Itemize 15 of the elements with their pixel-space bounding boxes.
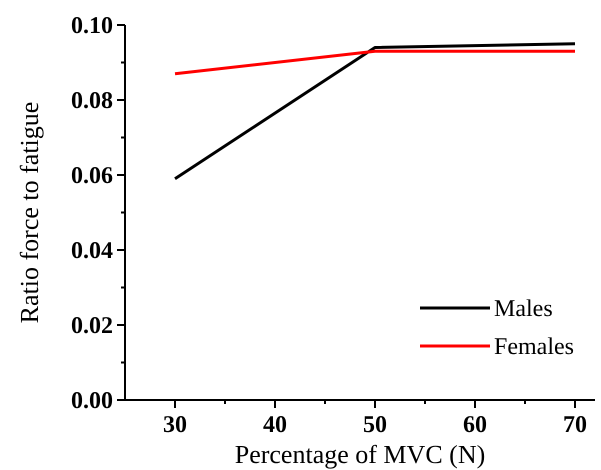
x-tick-label: 60 — [463, 412, 487, 438]
y-tick-label: 0.04 — [71, 238, 113, 264]
y-tick-label: 0.06 — [71, 163, 113, 189]
x-tick-label: 30 — [163, 412, 187, 438]
x-tick-label: 50 — [363, 412, 387, 438]
x-axis-title: Percentage of MVC (N) — [234, 440, 486, 469]
legend-label: Females — [494, 334, 574, 360]
y-tick-label: 0.02 — [71, 313, 113, 339]
legend-label: Males — [494, 296, 553, 322]
y-tick-label: 0.10 — [71, 13, 113, 39]
y-tick-label: 0.08 — [71, 88, 113, 114]
y-axis-title: Ratio force to fatigue — [15, 102, 44, 324]
x-tick-label: 70 — [563, 412, 587, 438]
x-tick-label: 40 — [263, 412, 287, 438]
y-tick-label: 0.00 — [71, 388, 113, 414]
